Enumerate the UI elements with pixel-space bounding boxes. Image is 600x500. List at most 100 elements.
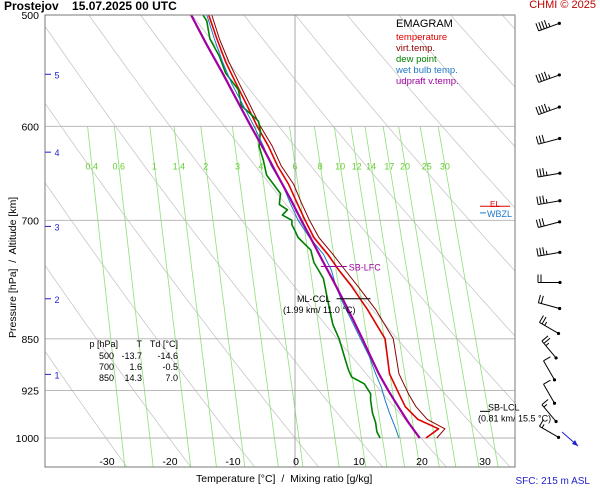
- wind-barb-staff: [538, 138, 560, 145]
- wind-barb-station: [557, 73, 561, 77]
- table-cell: 500: [98, 350, 114, 361]
- wind-barb: [539, 315, 561, 336]
- mixing-ratio-label: 30: [440, 162, 450, 172]
- temperature-tick-label: 10: [353, 456, 365, 468]
- altitude-tick-label: 4: [54, 148, 59, 158]
- y-axis-title-text: Pressure [hPa] / Altitude [km]: [7, 196, 19, 338]
- dry-adiabat: [45, 102, 320, 467]
- mixing-ratio-label: 0.4: [85, 162, 98, 172]
- wind-barb-feather: [535, 74, 540, 83]
- dry-adiabat: [582, 0, 600, 468]
- mixing-ratio-label: 25: [422, 162, 432, 172]
- table-row: 850 14.3 7.0: [80, 372, 178, 383]
- wind-barb-station: [554, 356, 558, 360]
- wind-barb-feather: [541, 104, 545, 113]
- mixing-ratio-label: 10: [335, 162, 345, 172]
- legend-item-virt-temp: virt.temp.: [396, 43, 436, 54]
- wind-barb-feather: [539, 315, 544, 323]
- wind-barb: [543, 356, 557, 382]
- mixing-ratio-label: 20: [400, 162, 410, 172]
- mixing-ratio-line: [149, 126, 192, 467]
- wind-barb-station: [552, 401, 557, 405]
- altitude-tick-label: 3: [54, 222, 59, 232]
- wind-barb: [537, 274, 562, 285]
- wind-barb-feather: [535, 106, 540, 115]
- mixing-ratio-label: 1.4: [173, 162, 186, 172]
- wbzl-label: WBZL: [487, 209, 512, 219]
- temperature-tick-label: -10: [225, 456, 240, 468]
- dry-adiabat: [243, 15, 515, 337]
- surface-elevation: SFC: 215 m ASL: [515, 476, 590, 487]
- pressure-tick-label: 500: [21, 10, 39, 22]
- wind-barb-feather: [538, 218, 542, 227]
- pressure-tick-label: 600: [21, 121, 39, 133]
- legend-item-updraft: udpraft v.temp.: [396, 76, 459, 87]
- y-axis-title: Pressure [hPa] / Altitude [km]: [7, 188, 19, 338]
- wind-barb-station: [556, 435, 561, 439]
- wind-barb-feather: [540, 295, 544, 304]
- temperature-tick-label: 20: [416, 456, 428, 468]
- mixing-ratio-label: 2: [203, 162, 208, 172]
- wind-barb-station: [556, 331, 561, 336]
- wind-barb-feather: [541, 316, 547, 325]
- legend-item-temperature: temperature: [396, 32, 448, 43]
- wind-barb-feather: [543, 20, 548, 28]
- copyright-label: CHMI © 2025: [529, 0, 596, 11]
- wind-barb: [541, 335, 558, 360]
- mixing-ratio-label: 17: [384, 162, 394, 172]
- wind-barb-station: [557, 21, 561, 25]
- table-header: T: [136, 339, 143, 349]
- wind-barb-feather: [535, 23, 540, 32]
- x-axis-title: Temperature [°C] / Mixing ratio [g/kg]: [196, 473, 372, 485]
- table-cell: -0.5: [162, 361, 178, 372]
- wind-barb-half-feather: [548, 74, 551, 79]
- wind-barb-feather: [537, 294, 541, 303]
- wind-barbs: [535, 20, 579, 447]
- wind-barb-staff: [541, 340, 557, 359]
- wind-barb: [535, 218, 562, 229]
- wind-barb-feather: [543, 71, 548, 80]
- mixing-ratio-line: [113, 126, 154, 467]
- wind-barb-feather: [543, 356, 551, 362]
- mixing-ratio-label: 3: [235, 162, 240, 172]
- mixing-ratio-line: [200, 126, 246, 467]
- wind-barb-staff: [541, 404, 557, 422]
- wind-barb-staff: [538, 172, 560, 178]
- legend-item-dew-point: dew point: [396, 54, 437, 65]
- temperature-tick-label: -30: [99, 456, 114, 468]
- mixing-ratio-label: 4: [258, 162, 263, 172]
- wind-barb-station: [558, 199, 562, 203]
- wind-barb-station: [558, 306, 562, 311]
- wind-barb-feather: [538, 135, 542, 144]
- surface-wind-arrowhead: [572, 440, 578, 446]
- chart-grid: 0.40.611.42346810121417202530: [45, 0, 600, 468]
- table-row: 700 1.6 -0.5: [80, 361, 178, 372]
- wind-barb-staff: [543, 360, 555, 381]
- wind-barb-feather: [541, 399, 549, 406]
- wind-barb-staff: [538, 74, 560, 83]
- dry-adiabat: [531, 0, 600, 468]
- mixing-ratio-label: 1: [152, 162, 157, 172]
- wind-barb-station: [558, 220, 562, 224]
- wind-barb-feather: [539, 168, 542, 177]
- wind-barb: [536, 168, 562, 178]
- wind-barb-feather: [541, 218, 545, 227]
- wind-barb-feather: [536, 196, 539, 205]
- mixing-ratio-line: [398, 126, 457, 467]
- wind-barb-half-feather: [545, 171, 548, 176]
- wind-barb-feather: [538, 73, 542, 82]
- wind-barb-station: [552, 378, 557, 382]
- table-cell: -13.7: [121, 350, 142, 361]
- wind-barb-half-feather: [543, 404, 548, 408]
- temperature-tick-label: 0: [293, 456, 299, 468]
- table-row: 500 -13.7 -14.6: [80, 350, 178, 361]
- wind-barb-feather: [541, 335, 549, 342]
- wind-barb-staff: [538, 302, 560, 309]
- wind-barb-staff: [543, 383, 555, 404]
- mixing-ratio-line: [173, 126, 217, 467]
- wind-barb-station: [558, 280, 562, 285]
- table-header: Td [°C]: [149, 339, 178, 349]
- dry-adiabat: [88, 15, 447, 467]
- lcl-label: SB-LCL: [488, 402, 520, 412]
- pressure-tick-label: 850: [21, 334, 39, 346]
